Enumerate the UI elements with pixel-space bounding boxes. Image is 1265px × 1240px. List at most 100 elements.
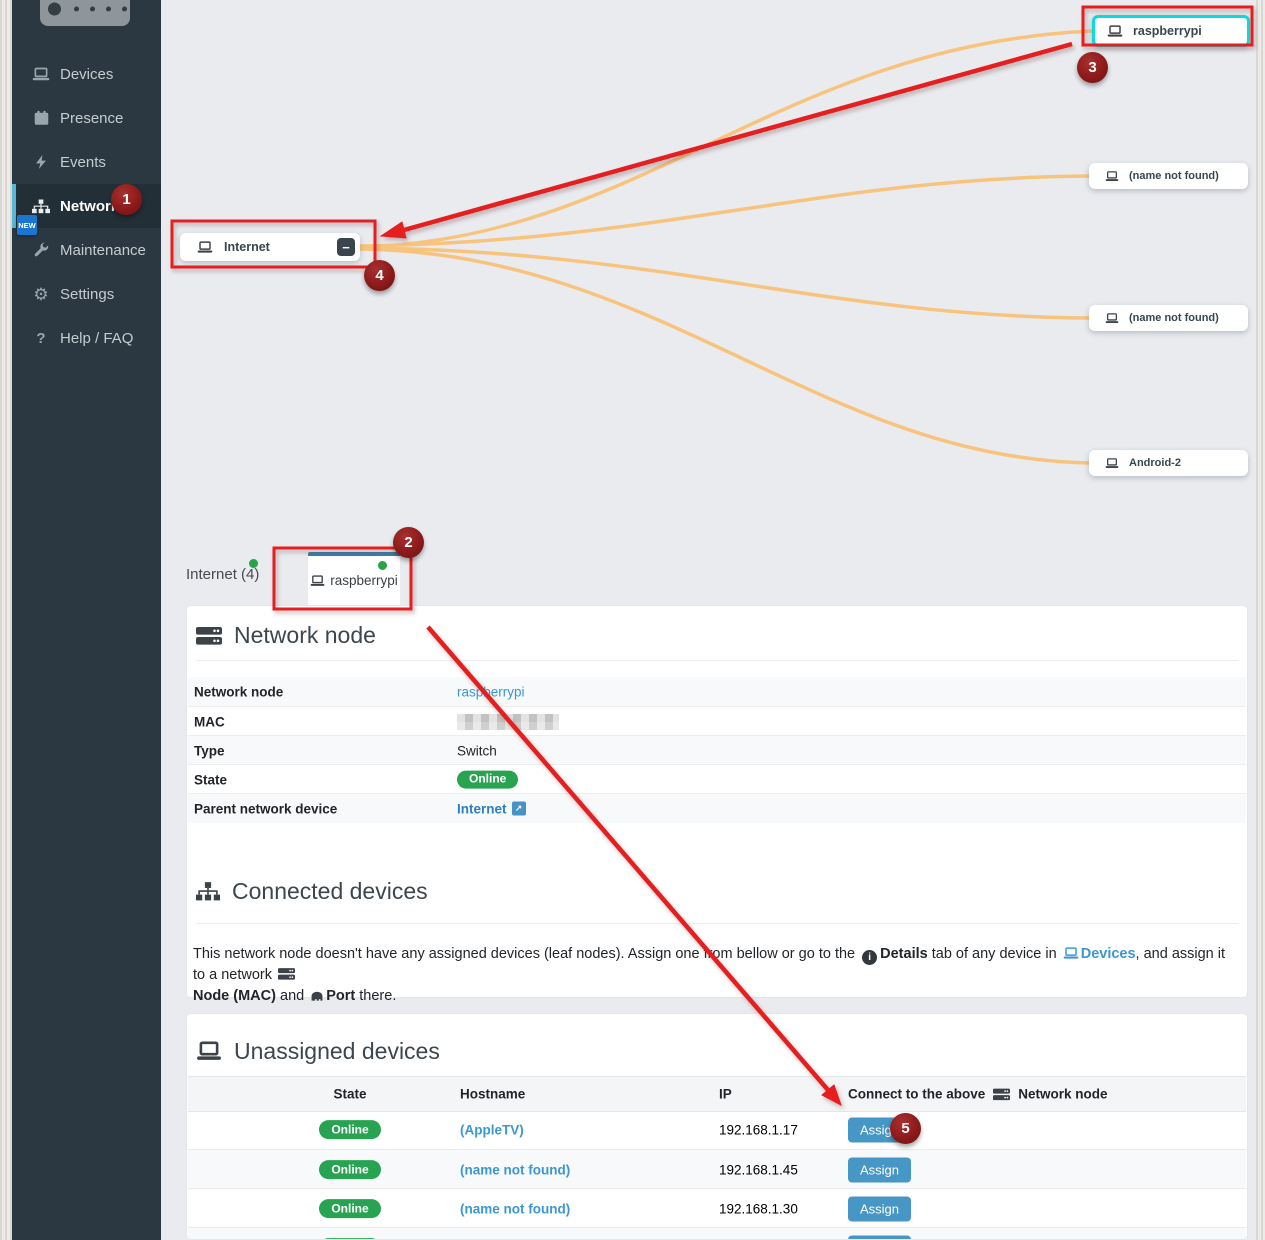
laptop-icon [310,574,325,587]
network-node-icon [196,625,222,647]
sidebar-item-devices[interactable]: Devices [12,52,161,96]
sidebar-item-settings[interactable]: ⚙ Settings [12,272,161,316]
info-icon: i [862,950,878,965]
sidebar-item-label: Presence [60,109,124,127]
sidebar-item-events[interactable]: Events [12,140,161,184]
divider [196,660,1238,661]
unassigned-devices-panel: Unassigned devices State Hostname IP Con… [186,1013,1248,1240]
node-label: Internet [224,240,270,254]
topology-node-raspberrypi[interactable]: raspberrypi [1092,15,1250,47]
assign-button[interactable]: Assign [848,1157,912,1182]
section-title: Network node [234,622,376,648]
message-text: , and assign it to a network [193,946,1226,983]
assign-button[interactable]: Assign [848,1235,912,1239]
topology-node-internet[interactable]: Internet − [180,233,360,261]
sidebar-item-help[interactable]: ? Help / FAQ [12,316,161,360]
sidebar-item-label: Settings [60,285,115,303]
message-text: and [280,988,305,1004]
annotation-marker-4: 4 [364,260,395,291]
sitemap-icon [196,882,220,901]
edge-internet-device2 [358,174,1091,248]
detail-label: MAC [194,714,225,729]
parent-device-link[interactable]: Internet [457,801,507,816]
col-header-ip: IP [719,1086,732,1102]
question-icon: ? [36,329,46,347]
detail-row-parent: Parent network device Internet ↗ [188,793,1246,823]
page-edge-texture-right [1256,0,1265,1240]
detail-row-type: Type Switch [188,735,1246,765]
sidebar-item-maintenance[interactable]: NEW Maintenance [12,215,161,272]
edge-internet-android2 [358,247,1091,465]
detail-row-network-node: Network node raspberrypi [188,677,1246,706]
sidebar-item-presence[interactable]: Presence [12,96,161,140]
col-header-text: Network node [1018,1086,1108,1102]
annotation-marker-3: 3 [1077,52,1108,83]
node-label: Android-2 [1129,457,1181,469]
col-header-state: State [333,1086,367,1102]
divider [196,923,1238,924]
tab-raspberrypi[interactable]: raspberrypi [308,552,400,605]
no-assigned-devices-message: This network node doesn't have any assig… [193,944,1233,1007]
hostname-link[interactable]: (name not found) [460,1162,571,1177]
calendar-icon [30,110,52,126]
assign-button[interactable]: Assign [848,1196,912,1221]
annotation-marker-2: 2 [393,527,424,558]
topology-node-android-2[interactable]: Android-2 [1089,450,1248,476]
sidebar-item-label: Help / FAQ [60,329,134,347]
online-dot [249,559,258,568]
hostname-link[interactable]: (AppleTV) [460,1122,524,1137]
online-badge: Online [457,770,519,789]
col-header-hostname: Hostname [460,1086,526,1102]
table-row: Online (name not found) 192.168.1.30 Ass… [188,1188,1246,1228]
online-badge: Online [319,1160,381,1180]
laptop-icon [1105,457,1119,469]
col-header-connect: Connect to the above Network node [848,1087,1108,1102]
logo-dot [122,6,127,12]
laptop-icon [30,67,52,82]
ip-value: 192.168.1.45 [719,1162,798,1177]
tab-label: raspberrypi [330,573,398,588]
table-row: Online (name not found) 192.168.1.45 Ass… [188,1149,1246,1189]
tab-internet[interactable]: Internet (4) [186,566,260,583]
annotation-marker-5: 5 [890,1113,921,1144]
detail-row-mac: MAC [188,706,1246,736]
detail-value: Switch [457,743,497,758]
laptop-icon [1105,170,1119,182]
external-link-icon[interactable]: ↗ [511,801,526,816]
details-label: Details [880,946,928,962]
laptop-icon [1105,312,1119,324]
topology-node-unnamed-1[interactable]: (name not found) [1089,163,1248,189]
ip-value: 192.168.1.17 [719,1122,798,1137]
hostname-link[interactable]: (name not found) [460,1201,571,1216]
logo-dot [48,2,61,16]
laptop-icon [1107,24,1123,38]
sidebar-nav: Devices Presence Events Network [12,52,161,360]
port-label: Port [326,988,356,1004]
detail-label: Type [194,743,225,758]
app-logo [40,0,130,26]
detail-row-state: State Online [188,764,1246,794]
online-badge: Online [319,1238,381,1239]
network-node-icon [278,967,296,981]
topology-node-unnamed-2[interactable]: (name not found) [1089,305,1248,331]
redacted-mac-value [457,713,559,730]
gear-icon: ⚙ [33,284,49,304]
col-header-text: Connect to the above [848,1086,986,1102]
devices-link[interactable]: Devices [1080,946,1136,962]
section-title: Unassigned devices [234,1038,440,1064]
message-text: This network node doesn't have any assig… [193,946,856,962]
online-badge: Online [319,1199,381,1219]
port-icon [310,990,324,1002]
annotation-marker-1: 1 [111,184,142,215]
sidebar-item-label: Maintenance [60,241,146,259]
node-label: (name not found) [1129,312,1219,324]
collapse-node-button[interactable]: − [337,238,355,256]
message-text: tab of any device in [931,946,1057,962]
sidebar: Devices Presence Events Network [12,0,161,1240]
network-topology-edges [358,29,1094,465]
detail-label: Network node [194,684,284,699]
logo-dot [74,6,79,12]
table-row: Online (name not found) 192.168.1.57 Ass… [188,1227,1246,1239]
node-name-link[interactable]: raspberrypi [457,684,525,699]
